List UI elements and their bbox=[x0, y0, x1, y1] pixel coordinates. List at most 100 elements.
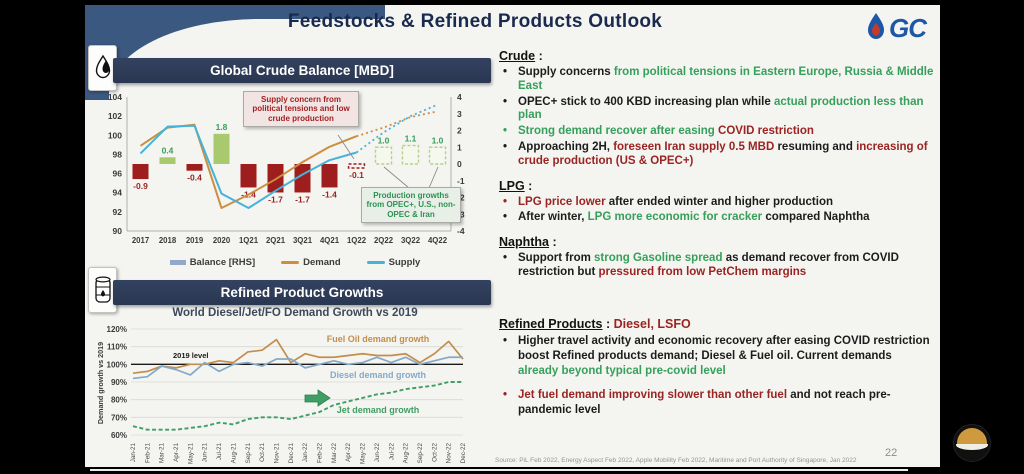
balance-value-label: 1.1 bbox=[405, 134, 417, 144]
svg-text:Nov-22: Nov-22 bbox=[446, 443, 453, 464]
balance-value-label: 1.8 bbox=[216, 122, 228, 132]
svg-text:2020: 2020 bbox=[213, 236, 231, 245]
svg-text:Apr-21: Apr-21 bbox=[173, 443, 180, 462]
balance-value-label: -0.4 bbox=[187, 173, 202, 183]
svg-text:1: 1 bbox=[457, 142, 462, 152]
bullet-item: • Supply concerns from political tensions… bbox=[499, 66, 935, 94]
svg-text:Dec-22: Dec-22 bbox=[460, 443, 467, 464]
bullet-text: LPG price lower after ended winter and h… bbox=[518, 195, 834, 208]
svg-text:80%: 80% bbox=[111, 396, 127, 405]
svg-text:2017: 2017 bbox=[132, 236, 149, 245]
bullet-dot: • bbox=[503, 211, 508, 224]
bullet-dot: • bbox=[503, 140, 508, 153]
bottom-divider bbox=[90, 469, 908, 471]
bullet-dot: • bbox=[503, 388, 508, 401]
svg-text:Mar-22: Mar-22 bbox=[331, 443, 338, 463]
section-heading: Naphtha : bbox=[499, 235, 557, 250]
source-note: Source: PiL Feb 2022, Energy Aspect Feb … bbox=[495, 457, 857, 464]
svg-text:Nov-21: Nov-21 bbox=[273, 443, 280, 464]
bullet-text: After winter, LPG more economic for crac… bbox=[518, 211, 870, 224]
balance-bar bbox=[213, 133, 230, 164]
svg-text:1Q22: 1Q22 bbox=[347, 236, 367, 245]
series-line bbox=[139, 124, 357, 210]
svg-text:Aug-21: Aug-21 bbox=[230, 443, 237, 464]
refined-product-growth-chart: 60% 70% 80% 90% 100% 110% 120% Jan-21 Feb-21 Mar-… bbox=[93, 323, 485, 467]
svg-text:90%: 90% bbox=[111, 378, 127, 387]
svg-text:Jan-21: Jan-21 bbox=[130, 443, 137, 463]
balance-bar-forecast bbox=[428, 146, 447, 165]
chart2-y-axis-label: Demand growth vs 2019 bbox=[96, 342, 105, 424]
legend-supply-label: Supply bbox=[388, 257, 421, 268]
svg-text:0: 0 bbox=[457, 159, 462, 169]
gc-logo-text: GC bbox=[889, 13, 927, 43]
bullet-text: Higher travel activity and economic reco… bbox=[518, 335, 930, 378]
svg-text:2019: 2019 bbox=[186, 236, 204, 245]
legend-supply: Supply bbox=[366, 257, 421, 268]
balance-bar bbox=[321, 164, 338, 188]
growth-line bbox=[132, 356, 463, 380]
legend-demand-label: Demand bbox=[303, 257, 341, 268]
svg-text:4: 4 bbox=[457, 92, 462, 102]
balance-bar bbox=[240, 164, 257, 188]
balance-value-label: 1.0 bbox=[432, 135, 444, 145]
svg-text:102: 102 bbox=[108, 111, 122, 121]
flame-icon bbox=[866, 12, 886, 45]
balance-value-label: 0.4 bbox=[162, 145, 174, 155]
balance-bar-forecast bbox=[401, 144, 420, 165]
svg-text:May-22: May-22 bbox=[360, 443, 367, 464]
series-line-forecast bbox=[356, 110, 438, 138]
bullet-item: • OPEC+ stick to 400 KBD increasing plan … bbox=[499, 96, 935, 124]
balance-value-label: 1.0 bbox=[378, 135, 390, 145]
page-number: 22 bbox=[885, 447, 898, 459]
svg-text:94: 94 bbox=[113, 188, 123, 198]
svg-text:60%: 60% bbox=[111, 431, 127, 440]
demand-growth-svg: 60% 70% 80% 90% 100% 110% 120% Jan-21 Feb-21 Mar-… bbox=[96, 325, 467, 464]
series-line-forecast bbox=[355, 103, 438, 154]
svg-text:90: 90 bbox=[113, 226, 123, 236]
balance-bar-forecast bbox=[347, 163, 366, 169]
supply-swatch bbox=[366, 261, 385, 264]
svg-text:Sep-21: Sep-21 bbox=[245, 443, 252, 464]
section-heading: Refined Products : Diesel, LSFO bbox=[499, 317, 691, 331]
svg-text:120%: 120% bbox=[107, 325, 127, 334]
bullet-item: • Jet fuel demand improving slower than o… bbox=[499, 388, 935, 418]
svg-text:100%: 100% bbox=[107, 360, 127, 369]
fuel-oil-label: Fuel Oil demand growth bbox=[327, 334, 430, 344]
svg-text:98: 98 bbox=[113, 149, 123, 159]
section-lpg: LPG : • LPG price lower after ended winter… bbox=[499, 179, 935, 226]
chart2-title: World Diesel/Jet/FO Demand Growth vs 201… bbox=[172, 307, 418, 319]
balance-value-label: -1.4 bbox=[322, 189, 337, 199]
bullet-text: Support from strong Gasoline spread as d… bbox=[518, 252, 899, 278]
production-growth-annotation: Production growths from OPEC+, U.S., non… bbox=[361, 187, 461, 224]
svg-text:2Q22: 2Q22 bbox=[374, 236, 394, 245]
balance-bar-forecast bbox=[374, 146, 393, 165]
svg-text:Apr-22: Apr-22 bbox=[345, 443, 352, 462]
svg-text:Sep-22: Sep-22 bbox=[417, 443, 424, 464]
svg-text:Jul-22: Jul-22 bbox=[388, 443, 395, 461]
svg-text:-1: -1 bbox=[457, 176, 465, 186]
bullet-item: • After winter, LPG more economic for cra… bbox=[499, 211, 935, 225]
bullet-text: OPEC+ stick to 400 KBD increasing plan w… bbox=[518, 95, 924, 122]
svg-text:4Q22: 4Q22 bbox=[428, 236, 448, 245]
svg-text:3: 3 bbox=[457, 109, 462, 119]
svg-text:Dec-21: Dec-21 bbox=[288, 443, 295, 464]
balance-bar bbox=[294, 164, 311, 193]
svg-text:4Q21: 4Q21 bbox=[320, 236, 340, 245]
growth-line bbox=[132, 338, 464, 375]
section-crude: Crude : • Supply concerns from political t… bbox=[499, 49, 935, 169]
chart1-legend: Balance [RHS] Demand Supply bbox=[105, 257, 485, 268]
svg-text:110%: 110% bbox=[107, 343, 127, 352]
svg-text:Mar-21: Mar-21 bbox=[159, 443, 166, 463]
balance-value-label: -0.9 bbox=[133, 181, 148, 191]
balance-value-label: -1.7 bbox=[268, 194, 283, 204]
svg-text:104: 104 bbox=[108, 92, 122, 102]
svg-text:3Q22: 3Q22 bbox=[401, 236, 421, 245]
bullet-item: • Strong demand recover after easing COVI… bbox=[499, 125, 935, 139]
supply-concern-annotation: Supply concern from political tensions a… bbox=[243, 91, 359, 128]
diesel-label: Diesel demand growth bbox=[330, 370, 426, 380]
bullet-dot: • bbox=[503, 195, 508, 208]
bullet-dot: • bbox=[503, 66, 508, 78]
growth-line bbox=[132, 381, 463, 431]
crude-balance-svg: 9092949698100102104-4-3-2-10123420172018… bbox=[108, 92, 465, 245]
chart1-header: Global Crude Balance [MBD] bbox=[113, 58, 491, 83]
